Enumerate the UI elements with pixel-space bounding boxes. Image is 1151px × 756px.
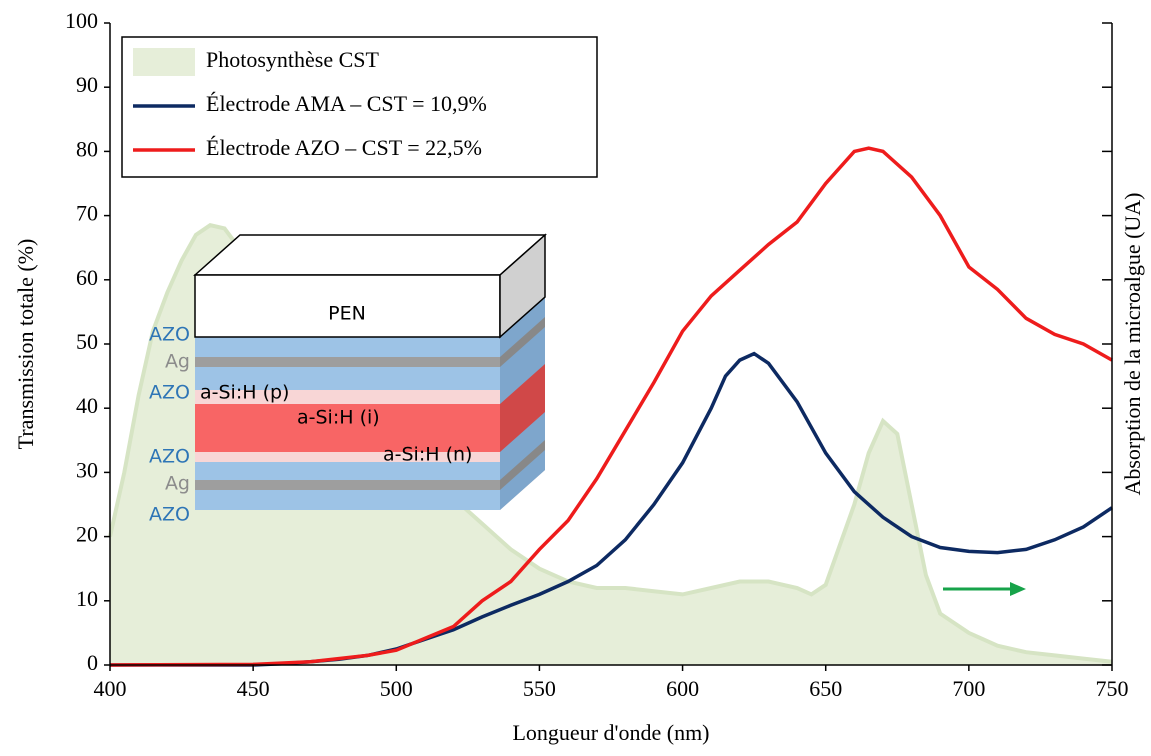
y-axis-label: Transmission totale (%) [13, 239, 38, 450]
y2-axis-label: Absorption de la microalgue (UA) [1120, 192, 1145, 495]
legend-label: Électrode AZO – CST = 22,5% [206, 135, 482, 160]
inset-label: PEN [328, 303, 366, 325]
area-edge [108, 223, 1113, 664]
x-tick-label: 500 [380, 676, 413, 701]
legend: Photosynthèse CST Électrode AMA – CST = 1… [121, 36, 598, 178]
y-tick-label: 0 [87, 650, 98, 675]
y-tick-label: 50 [76, 329, 98, 354]
arrow-annotation [943, 582, 1026, 596]
y-tick-label: 90 [76, 72, 98, 97]
y-tick-label: 40 [76, 393, 98, 418]
x-axis-label: Longueur d'onde (nm) [512, 720, 709, 745]
y-tick-label: 60 [76, 265, 98, 290]
legend-box [121, 36, 598, 178]
x-tick-label: 700 [952, 676, 985, 701]
inset-label: a-Si:H (p) [200, 382, 289, 404]
line [109, 146, 1113, 667]
y-tick-label: 10 [76, 586, 98, 611]
y-tick-label: 20 [76, 522, 98, 547]
inset-label: AZO [149, 324, 190, 346]
x-tick-label: 550 [523, 676, 556, 701]
x-tick-label: 400 [94, 676, 127, 701]
legend-label: Électrode AMA – CST = 10,9% [206, 91, 487, 116]
inset-label: Ag [165, 351, 190, 373]
x-tick-label: 450 [237, 676, 270, 701]
legend-swatch [133, 48, 195, 76]
inset-label: AZO [149, 382, 190, 404]
inset-label: a-Si:H (n) [383, 444, 472, 466]
inset-label: AZO [149, 446, 190, 468]
inset-label: a-Si:H (i) [297, 407, 380, 429]
y-tick-label: 80 [76, 136, 98, 161]
inset-label: AZO [149, 504, 190, 526]
y-tick-label: 100 [65, 8, 98, 33]
plot-area: 0 10 20 30 40 50 60 70 80 90 100 400 450 500 550 600 650… [65, 8, 1129, 701]
inset-label: Ag [165, 473, 190, 495]
layer-stack-inset: PEN AZO Ag AZO a-Si:H (p) a-Si:H (i) AZO… [149, 233, 547, 526]
x-tick-label: 600 [666, 676, 699, 701]
legend-label: Photosynthèse CST [206, 47, 380, 72]
y-tick-label: 30 [76, 457, 98, 482]
x-tick-label: 750 [1096, 676, 1129, 701]
y-tick-label: 70 [76, 201, 98, 226]
area-fill [110, 225, 1112, 665]
x-tick-label: 650 [809, 676, 842, 701]
